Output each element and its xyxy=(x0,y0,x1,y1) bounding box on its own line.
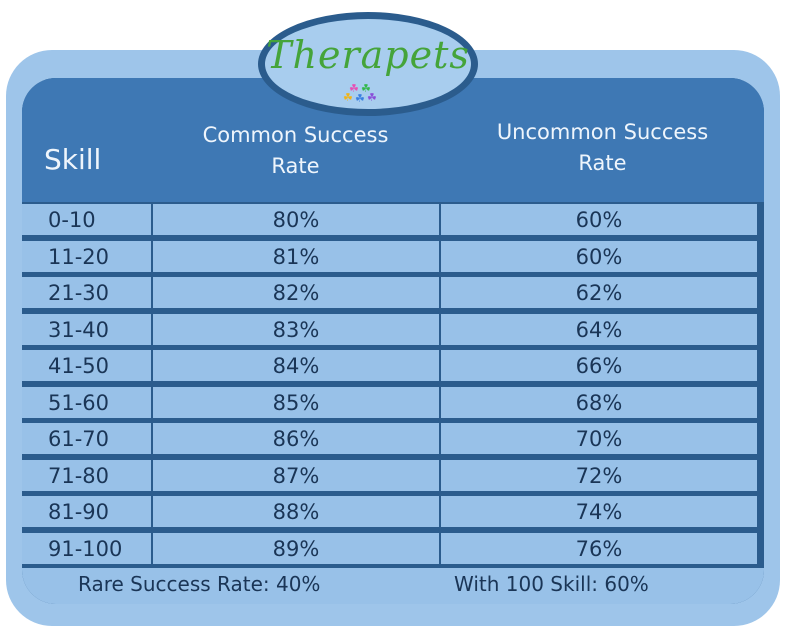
skill-cell: 91-100 xyxy=(22,533,151,564)
paw-icon: ☘ xyxy=(367,91,377,104)
header-common-line-1: Common Success xyxy=(202,123,389,147)
common-rate-cell: 80% xyxy=(153,204,439,235)
common-rate-cell: 84% xyxy=(153,350,439,381)
skill-cell: 21-30 xyxy=(22,277,151,308)
logo-text: Therapets xyxy=(266,33,470,77)
header-common-line-2: Rate xyxy=(271,154,320,178)
success-rate-table: Skill Common Success Rate Uncommon Succe… xyxy=(22,78,764,604)
paw-icon: ☘ xyxy=(343,91,353,104)
paw-icon: ☘ xyxy=(361,82,371,95)
table-row: 11-20 81% 60% xyxy=(22,241,764,272)
uncommon-rate-cell: 72% xyxy=(441,460,757,491)
skill-cell: 81-90 xyxy=(22,496,151,527)
uncommon-rate-cell: 64% xyxy=(441,314,757,345)
therapets-logo: Therapets ☘ ☘ ☘ ☘ ☘ xyxy=(258,12,478,116)
header-uncommon-success-rate: Uncommon Success Rate xyxy=(441,78,764,202)
skill-cell: 11-20 xyxy=(22,241,151,272)
table-footer: Rare Success Rate: 40% With 100 Skill: 6… xyxy=(22,568,764,604)
skill-cell: 31-40 xyxy=(22,314,151,345)
header-common-success-rate: Common Success Rate xyxy=(153,78,438,202)
common-rate-cell: 82% xyxy=(153,277,439,308)
uncommon-rate-cell: 68% xyxy=(441,387,757,418)
paw-prints-icon: ☘ ☘ ☘ ☘ ☘ xyxy=(343,82,393,105)
uncommon-rate-cell: 60% xyxy=(441,204,757,235)
max-skill-rate: With 100 Skill: 60% xyxy=(454,572,649,596)
table-row: 0-10 80% 60% xyxy=(22,204,764,235)
common-rate-cell: 86% xyxy=(153,423,439,454)
uncommon-rate-cell: 60% xyxy=(441,241,757,272)
header-uncommon-line-2: Rate xyxy=(578,151,627,175)
skill-cell: 61-70 xyxy=(22,423,151,454)
table-row: 91-100 89% 76% xyxy=(22,533,764,564)
table-row: 71-80 87% 72% xyxy=(22,460,764,491)
table-row: 61-70 86% 70% xyxy=(22,423,764,454)
uncommon-rate-cell: 74% xyxy=(441,496,757,527)
uncommon-rate-cell: 70% xyxy=(441,423,757,454)
skill-cell: 41-50 xyxy=(22,350,151,381)
header-skill: Skill xyxy=(44,142,102,176)
common-rate-cell: 88% xyxy=(153,496,439,527)
table-row: 51-60 85% 68% xyxy=(22,387,764,418)
skill-cell: 51-60 xyxy=(22,387,151,418)
paw-icon: ☘ xyxy=(355,92,365,105)
common-rate-cell: 83% xyxy=(153,314,439,345)
uncommon-rate-cell: 76% xyxy=(441,533,757,564)
common-rate-cell: 85% xyxy=(153,387,439,418)
table-row: 41-50 84% 66% xyxy=(22,350,764,381)
skill-cell: 71-80 xyxy=(22,460,151,491)
common-rate-cell: 81% xyxy=(153,241,439,272)
rare-success-rate: Rare Success Rate: 40% xyxy=(78,572,321,596)
table-row: 31-40 83% 64% xyxy=(22,314,764,345)
header-uncommon-line-1: Uncommon Success xyxy=(496,120,709,144)
paw-icon: ☘ xyxy=(349,82,359,95)
common-rate-cell: 87% xyxy=(153,460,439,491)
uncommon-rate-cell: 66% xyxy=(441,350,757,381)
table-row: 21-30 82% 62% xyxy=(22,277,764,308)
table-row: 81-90 88% 74% xyxy=(22,496,764,527)
skill-cell: 0-10 xyxy=(22,204,151,235)
common-rate-cell: 89% xyxy=(153,533,439,564)
uncommon-rate-cell: 62% xyxy=(441,277,757,308)
